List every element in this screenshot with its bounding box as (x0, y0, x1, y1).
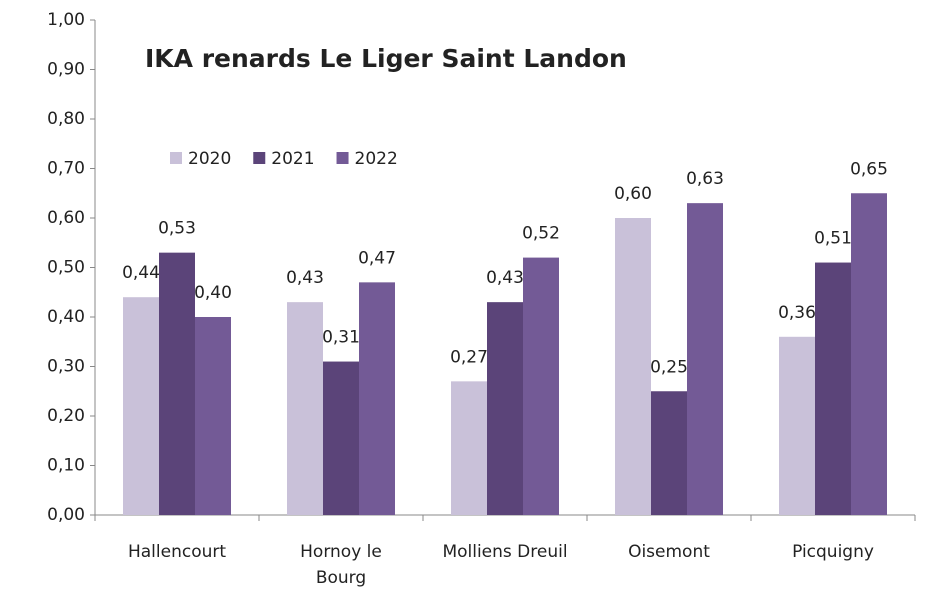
legend-swatch (253, 152, 266, 164)
x-tick-label: Hornoy le Bourg (300, 542, 382, 588)
legend-swatch (336, 152, 349, 164)
y-tick-label: 0,20 (47, 406, 85, 426)
data-label: 0,36 (778, 303, 816, 323)
data-label: 0,60 (614, 184, 652, 204)
bar (451, 381, 487, 515)
y-tick-label: 0,30 (47, 357, 85, 377)
bar (487, 302, 523, 515)
y-tick-label: 0,70 (47, 159, 85, 179)
bar (359, 282, 395, 515)
y-tick-label: 0,10 (47, 456, 85, 476)
x-tick-label: Hallencourt (127, 542, 227, 562)
bar (687, 203, 723, 515)
data-label: 0,31 (322, 328, 360, 348)
data-label: 0,43 (286, 268, 324, 288)
bar (779, 336, 815, 515)
bar (123, 297, 159, 515)
data-label: 0,65 (850, 159, 888, 179)
y-tick-label: 0,90 (47, 60, 85, 80)
legend-label: 2022 (355, 149, 398, 169)
data-label: 0,25 (650, 357, 688, 377)
x-tick-label: Oisemont (628, 542, 710, 562)
legend-swatch (170, 152, 182, 164)
y-tick-label: 0,50 (47, 258, 85, 278)
x-tick-label: Molliens Dreuil (442, 542, 568, 562)
legend-label: 2021 (271, 149, 314, 169)
bar (851, 193, 887, 515)
y-tick-label: 0,00 (47, 505, 85, 525)
bar (287, 302, 323, 515)
x-tick-label: Picquigny (792, 542, 874, 562)
chart-title: IKA renards Le Liger Saint Landon (145, 44, 627, 73)
data-label: 0,40 (194, 283, 232, 303)
data-label: 0,63 (686, 169, 724, 189)
y-tick-label: 1,00 (47, 10, 85, 30)
data-label: 0,27 (450, 347, 488, 367)
bar (159, 252, 195, 515)
y-tick-label: 0,60 (47, 208, 85, 228)
bar (323, 361, 359, 515)
y-tick-label: 0,40 (47, 307, 85, 327)
bar (815, 262, 851, 515)
bar (195, 317, 231, 515)
bar (651, 391, 687, 515)
data-label: 0,53 (158, 219, 196, 239)
data-label: 0,52 (522, 224, 560, 244)
data-label: 0,44 (122, 263, 160, 283)
legend-label: 2020 (188, 149, 231, 169)
data-label: 0,47 (358, 248, 396, 268)
data-label: 0,43 (486, 268, 524, 288)
y-tick-label: 0,80 (47, 109, 85, 129)
data-label: 0,51 (814, 229, 852, 249)
bar (523, 257, 559, 515)
bar (615, 218, 651, 515)
